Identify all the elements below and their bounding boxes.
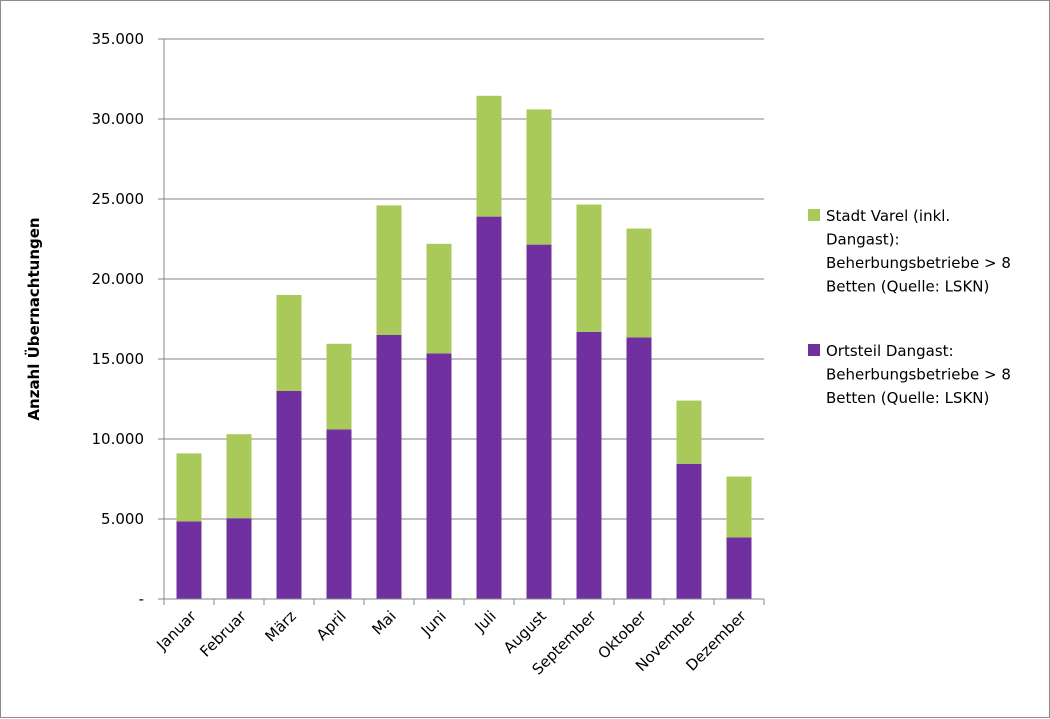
y-tick-label: 5.000 [101, 510, 144, 528]
legend-label: Ortsteil Dangast: [826, 342, 954, 360]
x-tick-label: Februar [196, 607, 250, 661]
bars [176, 95, 752, 599]
bar-segment-varel [376, 205, 402, 335]
bar-segment-dangast [226, 518, 252, 599]
bar-segment-varel [626, 228, 652, 338]
legend-label: Dangast): [826, 231, 900, 249]
legend-label: Betten (Quelle: LSKN) [826, 278, 989, 296]
bar-segment-dangast [276, 391, 302, 599]
y-tick-label: 15.000 [92, 350, 145, 368]
bar-segment-varel [426, 243, 452, 354]
bar-segment-dangast [726, 537, 752, 599]
bar-segment-dangast [326, 429, 352, 599]
legend: Stadt Varel (inkl. Dangast): Beherbungsbet… [808, 207, 1011, 407]
legend-swatch [808, 209, 820, 221]
bar-segment-dangast [176, 521, 202, 599]
bar-segment-dangast [526, 244, 552, 599]
x-tick-label: März [262, 607, 300, 645]
bar-segment-dangast [576, 331, 602, 599]
bar-segment-dangast [376, 335, 402, 599]
bar-segment-varel [526, 109, 552, 245]
bar-segment-dangast [476, 216, 502, 599]
x-tick-label: Juni [417, 607, 450, 640]
y-tick-label: 10.000 [92, 430, 145, 448]
legend-label: Beherbungsbetriebe > 8 [826, 366, 1011, 384]
bar-segment-dangast [676, 463, 702, 599]
y-tick-label: 20.000 [92, 270, 145, 288]
y-tick-label: 35.000 [92, 30, 145, 48]
bar-segment-varel [576, 204, 602, 332]
bar-segment-varel [226, 434, 252, 519]
y-tick-labels: - 5.000 10.000 15.000 20.000 25.000 30.000 35.0… [92, 30, 145, 608]
y-tick-label: - [139, 590, 144, 608]
bar-segment-varel [326, 343, 352, 430]
bar-segment-dangast [626, 337, 652, 599]
x-tick-label: Mai [368, 607, 399, 638]
x-tick-label: Januar [152, 607, 200, 655]
x-tick-label: April [313, 607, 350, 644]
bar-segment-varel [176, 453, 202, 522]
bar-segment-varel [276, 295, 302, 391]
x-tick-label: Juli [471, 607, 500, 636]
bar-segment-varel [676, 400, 702, 464]
y-tick-label: 25.000 [92, 190, 145, 208]
legend-swatch [808, 344, 820, 356]
axes [163, 39, 765, 605]
gridlines [158, 38, 764, 600]
legend-label: Betten (Quelle: LSKN) [826, 389, 989, 407]
x-tick-label: August [500, 607, 550, 657]
y-axis-title: Anzahl Übernachtungen [24, 217, 43, 420]
legend-label: Stadt Varel (inkl. [826, 207, 950, 225]
y-tick-label: 30.000 [92, 110, 145, 128]
bar-segment-dangast [426, 353, 452, 599]
legend-label: Beherbungsbetriebe > 8 [826, 254, 1011, 272]
bar-segment-varel [726, 476, 752, 538]
bar-segment-varel [476, 95, 502, 217]
